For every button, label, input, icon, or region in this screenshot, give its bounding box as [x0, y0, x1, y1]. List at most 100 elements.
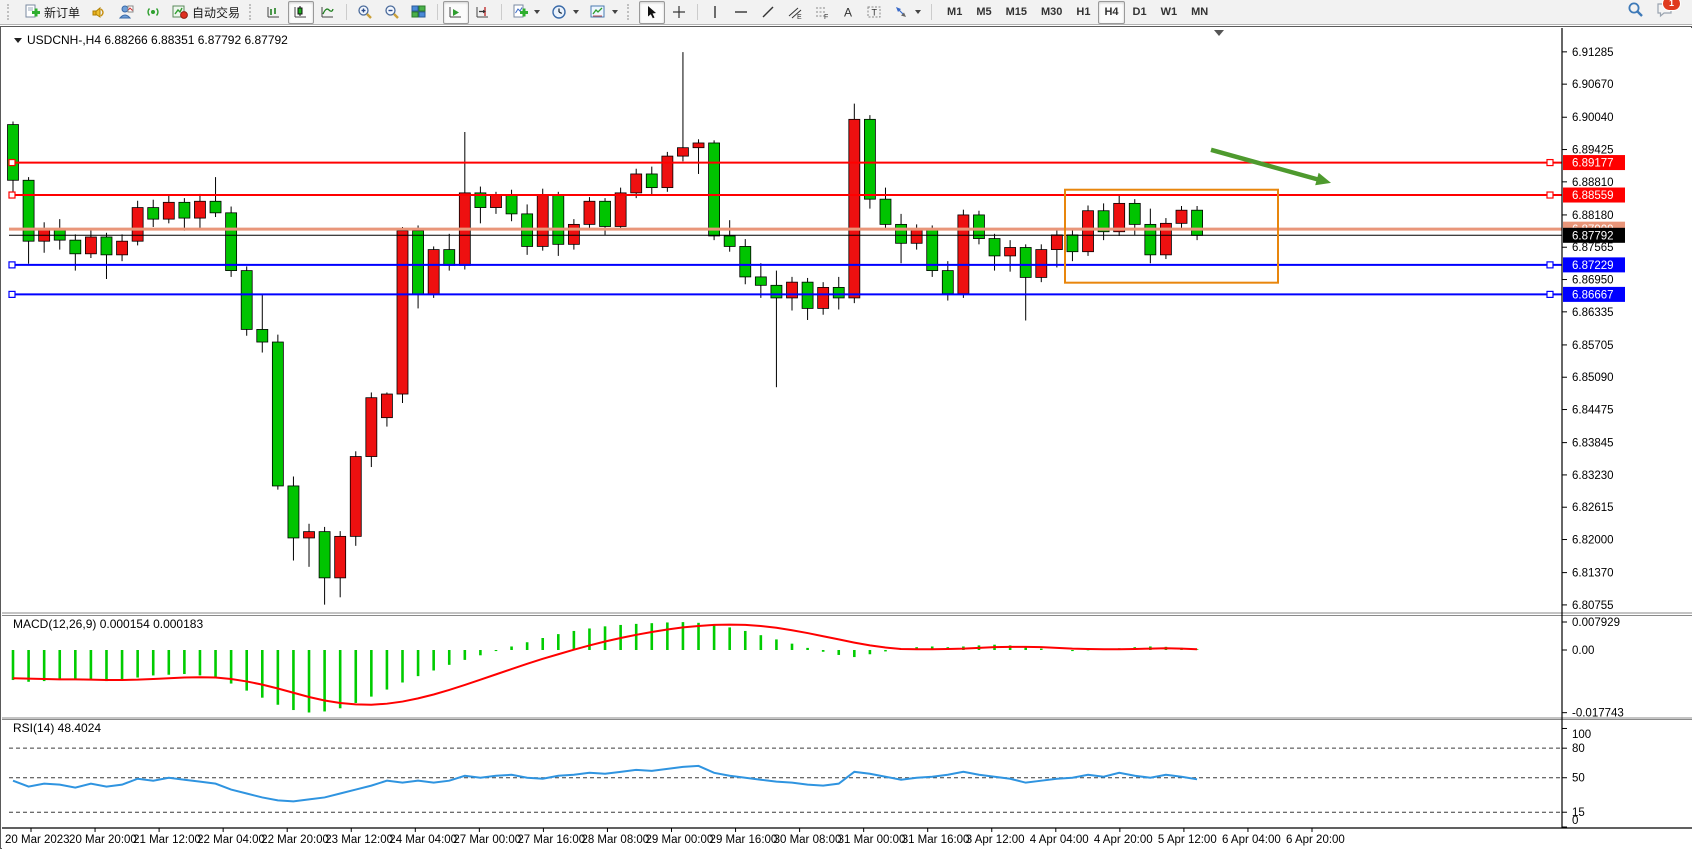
- template-icon: [590, 4, 606, 20]
- timeframe-mn-button[interactable]: MN: [1191, 6, 1209, 18]
- indicators-button[interactable]: [507, 1, 545, 24]
- text-a-icon: A: [841, 4, 855, 20]
- price-chart-canvas[interactable]: 6.91285 6.90670 6.90040 6.89425 6.88810 6.881…: [1, 27, 1692, 849]
- svg-text:4 Apr 20:00: 4 Apr 20:00: [1094, 834, 1153, 846]
- autotrading-icon: [172, 4, 188, 20]
- toolbar-grip[interactable]: [7, 4, 15, 20]
- timeframe-m15-button[interactable]: M15: [1005, 6, 1027, 18]
- svg-text:6.87565: 6.87565: [1572, 242, 1614, 254]
- rsi-indicator-label: RSI(14) 48.4024: [13, 721, 102, 735]
- consolidation-rectangle-annotation[interactable]: [1064, 188, 1279, 284]
- clock-icon: [551, 4, 567, 20]
- symbol-menu-icon[interactable]: [14, 37, 22, 43]
- svg-text:E: E: [797, 14, 802, 20]
- toolbar-separator: [697, 4, 699, 20]
- timeframe-m30-button[interactable]: M30: [1041, 6, 1063, 18]
- vertical-line-icon: [708, 4, 722, 20]
- line-chart-mode-button[interactable]: [315, 1, 341, 24]
- text-tool-button[interactable]: A: [836, 1, 860, 24]
- zoom-out-icon: [384, 4, 400, 20]
- new-order-button[interactable]: 新订单: [19, 1, 85, 24]
- svg-text:6.82000: 6.82000: [1572, 535, 1614, 547]
- svg-text:0.00: 0.00: [1572, 645, 1594, 657]
- toolbar-separator: [437, 4, 439, 20]
- svg-text:6.86667: 6.86667: [1572, 289, 1614, 301]
- svg-text:6.85090: 6.85090: [1572, 372, 1614, 384]
- timeframe-m5-button[interactable]: M5: [976, 6, 992, 18]
- svg-text:3 Apr 12:00: 3 Apr 12:00: [966, 834, 1025, 846]
- vertical-line-tool-button[interactable]: [703, 1, 727, 24]
- svg-text:T: T: [872, 8, 878, 18]
- text-label-tool-button[interactable]: T: [861, 1, 887, 24]
- equidistant-channel-tool-button[interactable]: E: [782, 1, 808, 24]
- signals-icon-button[interactable]: [140, 1, 166, 24]
- toolbar-separator: [931, 4, 933, 20]
- tile-windows-button[interactable]: [406, 1, 432, 24]
- trend-arrow-annotation[interactable]: [1210, 147, 1331, 186]
- svg-text:6.86950: 6.86950: [1572, 275, 1614, 287]
- macd-axis: 0.007929 0.00 -0.017743: [1562, 617, 1624, 720]
- svg-text:6.88559: 6.88559: [1572, 190, 1614, 202]
- person-chart-icon: [118, 4, 134, 20]
- zoom-in-button[interactable]: [352, 1, 378, 24]
- toolbar-grip[interactable]: [627, 4, 635, 20]
- arrows-tool-button[interactable]: [888, 1, 926, 24]
- trendline-icon: [760, 4, 776, 20]
- zoom-in-icon: [357, 4, 373, 20]
- price-lines[interactable]: [8, 158, 1562, 298]
- cursor-icon: [644, 4, 660, 20]
- timeframe-d1-button[interactable]: D1: [1132, 6, 1147, 18]
- svg-text:15: 15: [1572, 807, 1585, 819]
- timeframe-h4-button[interactable]: H4: [1098, 0, 1125, 24]
- svg-text:20 Mar 2023: 20 Mar 2023: [5, 834, 70, 846]
- svg-text:6.90040: 6.90040: [1572, 112, 1614, 124]
- templates-button[interactable]: [585, 1, 623, 24]
- svg-text:4 Apr 04:00: 4 Apr 04:00: [1030, 834, 1089, 846]
- chart-shift-marker[interactable]: [1214, 30, 1224, 36]
- timeframe-h1-button[interactable]: H1: [1076, 6, 1091, 18]
- rsi-axis: 100 80 50 150: [1562, 727, 1591, 828]
- search-icon[interactable]: [1627, 1, 1644, 23]
- autotrading-button[interactable]: 自动交易: [167, 1, 245, 24]
- chart-shift-button[interactable]: [470, 1, 496, 24]
- notifications-chat-icon[interactable]: 1: [1656, 0, 1681, 23]
- svg-text:6.90670: 6.90670: [1572, 79, 1614, 91]
- svg-text:100: 100: [1572, 729, 1591, 741]
- svg-text:29 Mar 16:00: 29 Mar 16:00: [710, 834, 778, 846]
- zoom-out-button[interactable]: [379, 1, 405, 24]
- auto-scroll-button[interactable]: [443, 0, 470, 24]
- arrows-icon: [893, 4, 909, 20]
- symbol-header: USDCNH-,H4 6.88266 6.88351 6.87792 6.877…: [14, 33, 288, 47]
- toolbar-separator: [346, 4, 348, 20]
- horizontal-line-tool-button[interactable]: [728, 1, 754, 24]
- svg-text:6.89425: 6.89425: [1572, 145, 1614, 157]
- accounts-button[interactable]: [113, 1, 139, 24]
- toolbar-grip[interactable]: [249, 4, 257, 20]
- periods-button[interactable]: [546, 1, 584, 24]
- timeframe-w1-button[interactable]: W1: [1160, 6, 1178, 18]
- svg-text:6.83845: 6.83845: [1572, 438, 1614, 450]
- timeframe-m1-button[interactable]: M1: [947, 6, 963, 18]
- svg-text:80: 80: [1572, 743, 1585, 755]
- candlestick-mode-button[interactable]: [288, 0, 315, 24]
- indicators-icon: [512, 4, 529, 20]
- trendline-tool-button[interactable]: [755, 1, 781, 24]
- auto-scroll-icon: [448, 4, 464, 20]
- macd-indicator-label: MACD(12,26,9) 0.000154 0.000183: [13, 617, 204, 631]
- candlestick-icon: [293, 4, 309, 20]
- arrows-dropdown-caret: [915, 10, 922, 14]
- tile-windows-icon: [411, 4, 427, 20]
- bar-chart-mode-button[interactable]: [261, 1, 287, 24]
- channel-icon: E: [787, 4, 803, 20]
- crosshair-tool-button[interactable]: [666, 1, 692, 24]
- fibonacci-tool-button[interactable]: F: [809, 1, 835, 24]
- svg-text:6.91285: 6.91285: [1572, 47, 1614, 59]
- svg-text:23 Mar 12:00: 23 Mar 12:00: [325, 834, 393, 846]
- symbol-ohlc-line: USDCNH-,H4 6.88266 6.88351 6.87792 6.877…: [27, 33, 288, 47]
- market-watch-button[interactable]: [86, 1, 112, 24]
- svg-text:5 Apr 12:00: 5 Apr 12:00: [1158, 834, 1217, 846]
- svg-text:6.89177: 6.89177: [1572, 158, 1614, 170]
- cursor-tool-button[interactable]: [639, 0, 666, 24]
